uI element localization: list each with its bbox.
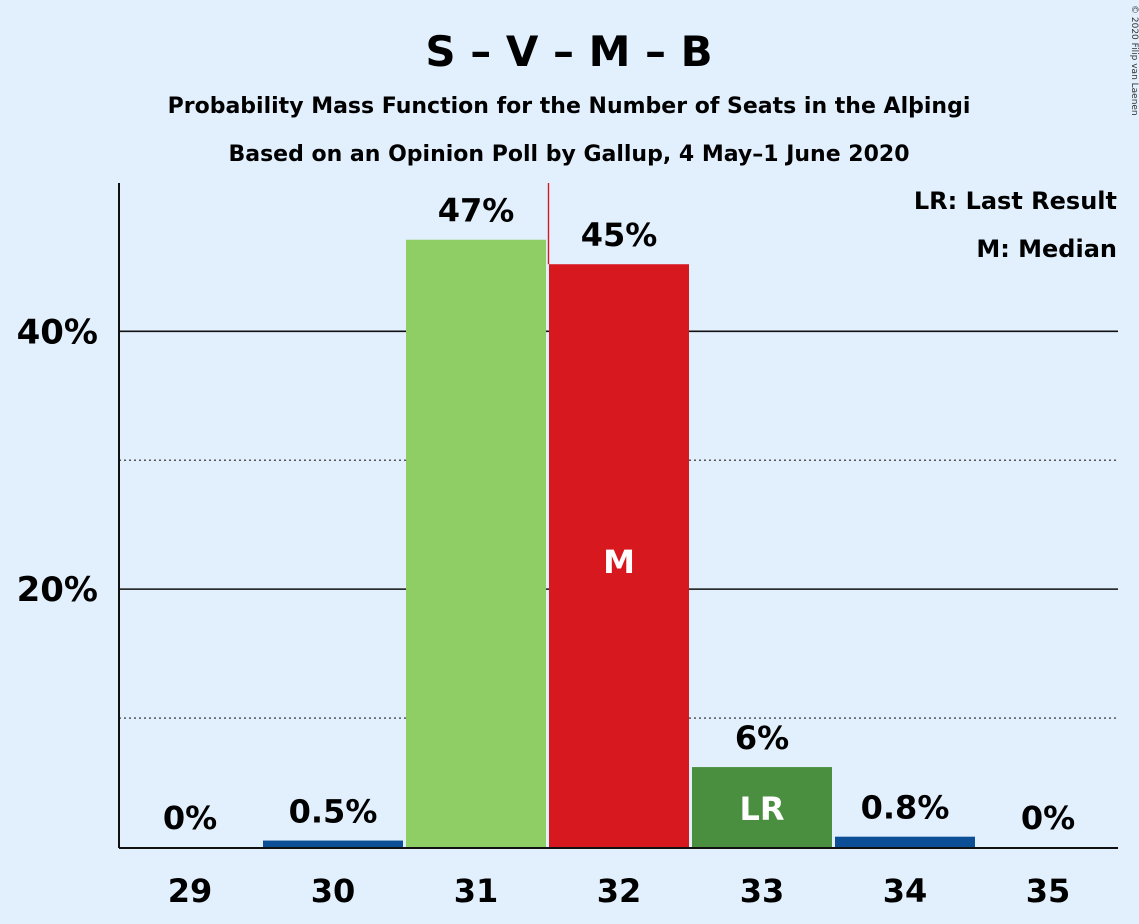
bar-30 [263,840,403,847]
chart-subtitle: Probability Mass Function for the Number… [168,94,971,119]
bar-31 [406,239,546,847]
y-tick-label: 20% [17,570,98,610]
data-label: 47% [438,192,515,230]
x-tick-label: 35 [1026,872,1071,910]
data-label: 0.5% [289,793,378,831]
y-tick-label: 40% [17,312,98,352]
data-label: 45% [581,216,658,254]
last-result-mark: LR [739,790,784,828]
bar-32 [549,264,689,847]
x-tick-label: 31 [454,872,499,910]
data-label: 0% [1021,799,1075,837]
chart-title: S – V – M – B [425,27,712,76]
data-label: 0.8% [861,789,950,827]
x-tick-label: 29 [168,872,213,910]
legend-last-result: LR: Last Result [914,187,1117,215]
labels-layer: 0% 29 0.5% 30 47% 31 45% M 32 6% LR 33 0.8% 34 0% 35 [163,192,1075,910]
bar-33 [692,767,832,847]
x-tick-label: 33 [740,872,785,910]
x-tick-label: 32 [597,872,642,910]
bars-layer [119,183,1118,849]
x-tick-label: 34 [883,872,928,910]
chart-subtitle-poll: Based on an Opinion Poll by Gallup, 4 Ma… [228,142,909,167]
data-label: 0% [163,799,217,837]
x-tick-label: 30 [311,872,356,910]
data-label: 6% [735,719,789,757]
legend-median: M: Median [976,235,1117,263]
bar-34 [835,836,975,847]
copyright-notice: © 2020 Filip van Laenen [1129,5,1139,116]
median-mark: M [603,543,635,581]
